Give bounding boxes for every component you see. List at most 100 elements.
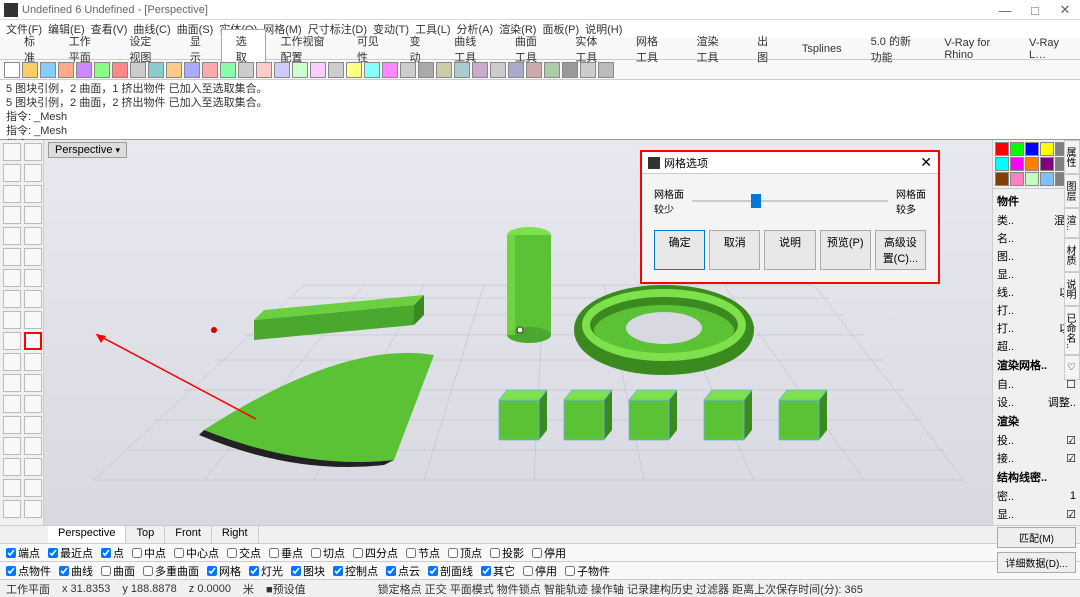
- prop-row[interactable]: 密..1: [997, 487, 1076, 505]
- ribbon-tab[interactable]: 出图: [743, 30, 788, 68]
- toolbar-button[interactable]: [40, 62, 56, 78]
- viewport-tab[interactable]: Right: [212, 526, 259, 543]
- toolbar-button[interactable]: [238, 62, 254, 78]
- osnap-toggle[interactable]: 多重曲面: [143, 563, 199, 579]
- osnap-toggle[interactable]: 四分点: [353, 545, 398, 561]
- tool-icon[interactable]: [3, 311, 21, 329]
- toolbar-button[interactable]: [58, 62, 74, 78]
- color-swatch[interactable]: [995, 172, 1009, 186]
- osnap-toggle[interactable]: 曲面: [101, 563, 135, 579]
- ribbon-tab[interactable]: V-Ray for Rhino: [930, 34, 1015, 64]
- osnap-toggle[interactable]: 节点: [406, 545, 440, 561]
- color-swatch[interactable]: [1040, 142, 1054, 156]
- prop-row[interactable]: 接..☑: [997, 449, 1076, 467]
- toolbar-button[interactable]: [76, 62, 92, 78]
- slider-thumb[interactable]: [751, 194, 761, 208]
- toolbar-button[interactable]: [130, 62, 146, 78]
- toolbar-button[interactable]: [472, 62, 488, 78]
- viewport-tab[interactable]: Perspective: [48, 526, 126, 543]
- toolbar-button[interactable]: [544, 62, 560, 78]
- osnap-toggle[interactable]: 中心点: [174, 545, 219, 561]
- mesh-tool-icon[interactable]: [24, 332, 42, 350]
- osnap-toggle[interactable]: 控制点: [333, 563, 378, 579]
- color-swatch[interactable]: [1040, 157, 1054, 171]
- osnap-toggle[interactable]: 垂点: [269, 545, 303, 561]
- tool-icon[interactable]: [24, 479, 42, 497]
- tool-icon[interactable]: [3, 374, 21, 392]
- osnap-toggle[interactable]: 点: [101, 545, 124, 561]
- toolbar-button[interactable]: [490, 62, 506, 78]
- toolbar-button[interactable]: [292, 62, 308, 78]
- tool-icon[interactable]: [24, 311, 42, 329]
- color-swatch[interactable]: [995, 142, 1009, 156]
- color-swatch[interactable]: [995, 157, 1009, 171]
- toolbar-button[interactable]: [526, 62, 542, 78]
- tool-icon[interactable]: [3, 185, 21, 203]
- osnap-toggle[interactable]: 停用: [523, 563, 557, 579]
- prop-row[interactable]: 显..☑: [997, 505, 1076, 523]
- toolbar-button[interactable]: [508, 62, 524, 78]
- toolbar-button[interactable]: [328, 62, 344, 78]
- dialog-titlebar[interactable]: 网格选项 ✕: [642, 152, 938, 174]
- tool-icon[interactable]: [3, 269, 21, 287]
- osnap-toggle[interactable]: 投影: [490, 545, 524, 561]
- viewport-tab[interactable]: Top: [126, 526, 165, 543]
- tool-icon[interactable]: [24, 143, 42, 161]
- toolbar-button[interactable]: [94, 62, 110, 78]
- tool-icon[interactable]: [3, 437, 21, 455]
- tool-icon[interactable]: [3, 227, 21, 245]
- osnap-toggle[interactable]: 灯光: [249, 563, 283, 579]
- osnap-toggle[interactable]: 子物件: [565, 563, 610, 579]
- tool-icon[interactable]: [24, 227, 42, 245]
- tool-icon[interactable]: [3, 206, 21, 224]
- osnap-toggle[interactable]: 中点: [132, 545, 166, 561]
- color-swatch[interactable]: [1025, 142, 1039, 156]
- toolbar-button[interactable]: [436, 62, 452, 78]
- tool-icon[interactable]: [24, 458, 42, 476]
- tool-icon[interactable]: [3, 479, 21, 497]
- toolbar-button[interactable]: [382, 62, 398, 78]
- dialog-button[interactable]: 预览(P): [820, 230, 871, 270]
- tool-icon[interactable]: [3, 332, 21, 350]
- maximize-button[interactable]: □: [1020, 0, 1050, 20]
- ribbon-tab[interactable]: 渲染工具: [683, 30, 744, 68]
- osnap-toggle[interactable]: 图块: [291, 563, 325, 579]
- toolbar-button[interactable]: [184, 62, 200, 78]
- tool-icon[interactable]: [24, 269, 42, 287]
- toolbar-button[interactable]: [4, 62, 20, 78]
- tool-icon[interactable]: [24, 437, 42, 455]
- ribbon-tab[interactable]: V-Ray L…: [1015, 34, 1080, 64]
- tool-icon[interactable]: [3, 290, 21, 308]
- toolbar-button[interactable]: [580, 62, 596, 78]
- toolbar-button[interactable]: [274, 62, 290, 78]
- osnap-toggle[interactable]: 网格: [207, 563, 241, 579]
- osnap-toggle[interactable]: 其它: [481, 563, 515, 579]
- toolbar-button[interactable]: [22, 62, 38, 78]
- tool-icon[interactable]: [3, 248, 21, 266]
- dialog-button[interactable]: 确定: [654, 230, 705, 270]
- toolbar-button[interactable]: [418, 62, 434, 78]
- osnap-toggle[interactable]: 交点: [227, 545, 261, 561]
- osnap-toggle[interactable]: 停用: [532, 545, 566, 561]
- tool-icon[interactable]: [24, 290, 42, 308]
- tool-icon[interactable]: [3, 164, 21, 182]
- dialog-button[interactable]: 说明: [764, 230, 815, 270]
- viewport-tab[interactable]: Front: [165, 526, 212, 543]
- toolbar-button[interactable]: [346, 62, 362, 78]
- color-swatch[interactable]: [1040, 172, 1054, 186]
- color-swatch[interactable]: [1010, 172, 1024, 186]
- dock-tab[interactable]: 已命名..: [1064, 306, 1080, 356]
- prop-button[interactable]: 匹配(M): [997, 527, 1076, 548]
- osnap-toggle[interactable]: 顶点: [448, 545, 482, 561]
- osnap-toggle[interactable]: 点云: [386, 563, 420, 579]
- color-swatch[interactable]: [1010, 142, 1024, 156]
- tool-icon[interactable]: [24, 374, 42, 392]
- dock-tab[interactable]: 材质: [1064, 238, 1080, 272]
- toolbar-button[interactable]: [310, 62, 326, 78]
- toolbar-button[interactable]: [364, 62, 380, 78]
- dialog-button[interactable]: 高级设置(C)...: [875, 230, 926, 270]
- tool-icon[interactable]: [24, 206, 42, 224]
- toolbar-button[interactable]: [454, 62, 470, 78]
- dialog-button[interactable]: 取消: [709, 230, 760, 270]
- dock-tab[interactable]: 图层: [1064, 174, 1080, 208]
